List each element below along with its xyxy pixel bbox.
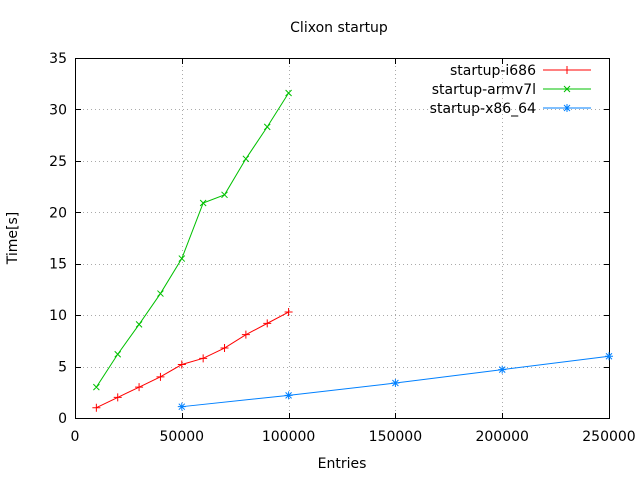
asterisk-icon (563, 104, 571, 112)
series-startup-x86_64 (177, 352, 613, 411)
y-tick-label: 15 (49, 257, 67, 273)
series-startup-armv7l (93, 89, 292, 391)
plus-icon (563, 66, 571, 74)
chart-plot-area: 0 50000 100000 150000 200000 250000 0 5 10 15 20 25… (49, 51, 636, 445)
legend-label: startup-x86_64 (430, 101, 536, 117)
legend-item-startup-i686: startup-i686 (450, 63, 591, 79)
axes (75, 58, 610, 419)
y-tick-label: 35 (49, 51, 67, 67)
x-tick-label: 50000 (160, 429, 205, 445)
y-tick-label: 25 (49, 154, 67, 170)
series-line-startup-armv7l (95, 92, 290, 388)
series-startup-i686 (92, 308, 293, 412)
legend-sample (543, 85, 591, 93)
plot-border (75, 58, 610, 419)
legend-label: startup-armv7l (432, 82, 536, 98)
legend-label: startup-i686 (450, 63, 536, 79)
tick-labels: 0 50000 100000 150000 200000 250000 0 5 10 15 20 25… (49, 51, 636, 445)
x-tick-label: 200000 (475, 429, 528, 445)
series-line-startup-i686 (96, 311, 289, 409)
x-axis-label: Entries (318, 456, 367, 472)
asterisk-markers-startup-x86_64 (177, 352, 613, 411)
y-axis-label: Time[s] (5, 212, 21, 265)
chart-title: Clixon startup (290, 20, 388, 36)
legend-item-startup-armv7l: startup-armv7l (432, 82, 591, 98)
x-tick-label: 100000 (262, 429, 315, 445)
y-tick-label: 10 (49, 308, 67, 324)
plus-markers-startup-i686 (92, 308, 293, 412)
legend-sample (543, 104, 591, 112)
y-tick-label: 0 (58, 411, 67, 427)
x-tick-label: 250000 (582, 429, 635, 445)
cross-icon (563, 85, 571, 93)
legend-item-startup-x86_64: startup-x86_64 (430, 101, 591, 117)
cross-markers-startup-armv7l (93, 89, 292, 391)
x-tick-label: 0 (71, 429, 80, 445)
legend-sample (543, 66, 591, 74)
y-tick-label: 20 (49, 205, 67, 221)
y-tick-label: 30 (49, 102, 67, 118)
legend: startup-i686 startup-armv7l startup-x86_64 (430, 63, 591, 117)
x-tick-label: 150000 (369, 429, 422, 445)
y-tick-label: 5 (58, 360, 67, 376)
